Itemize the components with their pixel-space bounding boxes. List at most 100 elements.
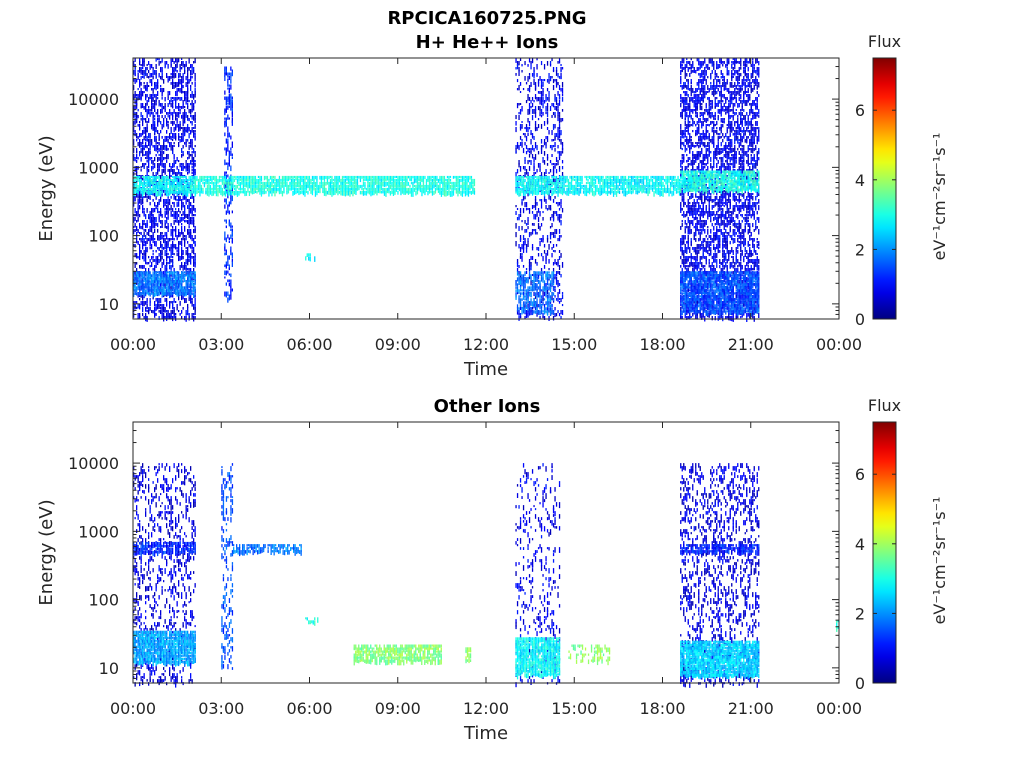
flux-cell <box>461 181 464 187</box>
flux-cell <box>519 286 522 292</box>
flux-cell <box>552 280 555 284</box>
flux-cell <box>175 289 177 295</box>
flux-cell <box>176 64 178 68</box>
flux-cell <box>167 310 169 313</box>
flux-cell <box>167 223 169 229</box>
flux-cell <box>540 178 543 184</box>
flux-cell <box>546 139 549 143</box>
flux-cell <box>169 175 171 180</box>
flux-cell <box>561 178 564 182</box>
flux-cell <box>558 313 561 317</box>
flux-cell <box>152 238 154 244</box>
flux-cell <box>133 286 135 292</box>
flux-cell <box>558 130 561 136</box>
flux-cell <box>683 97 685 102</box>
flux-cell <box>358 184 360 191</box>
flux-cell <box>528 175 531 180</box>
flux-cell <box>560 253 562 258</box>
flux-cell <box>139 223 141 229</box>
flux-cell <box>134 283 136 290</box>
flux-cell <box>149 178 151 183</box>
flux-cell <box>158 199 160 203</box>
flux-cell <box>161 106 163 110</box>
flux-cell <box>178 97 180 100</box>
flux-cell <box>527 133 529 136</box>
flux-cell <box>163 292 165 296</box>
flux-cell <box>184 277 186 283</box>
flux-cell <box>146 82 148 88</box>
flux-cell <box>172 139 174 141</box>
flux-cell <box>151 103 153 106</box>
flux-cell <box>533 79 535 85</box>
flux-cell <box>548 292 550 299</box>
flux-cell <box>365 175 368 179</box>
flux-cell <box>531 274 534 276</box>
flux-cell <box>672 184 675 190</box>
flux-cell <box>317 190 320 193</box>
flux-cell <box>152 289 154 292</box>
flux-cell <box>614 190 616 195</box>
flux-cell <box>193 148 195 154</box>
flux-cell <box>228 255 230 260</box>
flux-cell <box>391 175 393 182</box>
flux-cell <box>228 237 230 240</box>
flux-cell <box>304 184 306 190</box>
flux-cell <box>377 181 380 188</box>
flux-cell <box>202 175 204 180</box>
flux-cell <box>524 316 526 320</box>
flux-cell <box>680 142 682 146</box>
flux-cell <box>179 172 181 178</box>
flux-cell <box>632 178 634 182</box>
flux-cell <box>181 154 183 158</box>
flux-cell <box>134 286 136 291</box>
flux-cell <box>170 142 172 146</box>
flux-cell <box>296 175 299 180</box>
flux-cell <box>178 271 180 276</box>
flux-cell <box>531 229 534 235</box>
flux-cell <box>536 286 538 289</box>
flux-cell <box>549 298 552 303</box>
flux-cell <box>549 217 552 221</box>
flux-cell <box>224 117 226 120</box>
flux-cell <box>425 184 428 189</box>
flux-cell <box>154 136 156 142</box>
flux-cell <box>230 291 232 296</box>
flux-cell <box>322 181 324 186</box>
flux-cell <box>149 298 151 303</box>
flux-cell <box>155 127 157 133</box>
flux-cell <box>193 247 195 251</box>
flux-cell <box>591 187 594 192</box>
flux-cell <box>467 175 470 181</box>
flux-cell <box>665 190 667 194</box>
flux-cell <box>223 184 225 189</box>
flux-cell <box>527 241 529 247</box>
flux-cell <box>152 145 154 148</box>
flux-cell <box>225 198 227 205</box>
flux-cell <box>228 162 230 167</box>
flux-cell <box>472 181 474 184</box>
flux-cell <box>298 190 300 196</box>
flux-cell <box>164 181 166 186</box>
flux-cell <box>194 145 196 148</box>
flux-cell <box>534 106 537 111</box>
flux-cell <box>160 241 162 247</box>
flux-cell <box>530 82 532 86</box>
flux-cell <box>539 169 541 172</box>
flux-cell <box>154 181 156 184</box>
flux-cell <box>521 256 523 262</box>
flux-cell <box>191 187 193 191</box>
flux-cell <box>143 130 145 134</box>
flux-cell <box>558 202 561 206</box>
flux-cell <box>173 82 175 85</box>
flux-cell <box>169 271 171 277</box>
flux-cell <box>328 187 330 192</box>
flux-cell <box>170 286 172 292</box>
flux-cell <box>181 232 183 235</box>
flux-cell <box>322 187 324 193</box>
flux-cell <box>223 175 225 182</box>
flux-cell <box>167 124 169 128</box>
flux-cell <box>394 181 396 188</box>
flux-cell <box>167 187 169 191</box>
flux-cell <box>169 115 171 120</box>
flux-cell <box>683 202 685 208</box>
